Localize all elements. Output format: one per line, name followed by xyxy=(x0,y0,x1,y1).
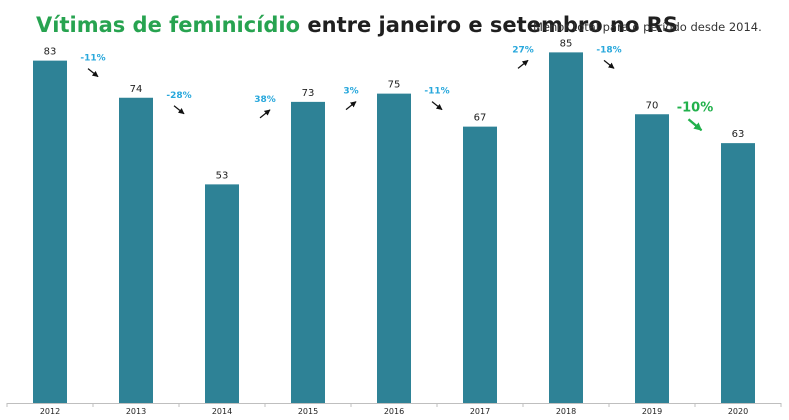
change-label-2019-2020: -10% xyxy=(677,100,714,115)
down-arrow-icon-2012-2013 xyxy=(87,68,99,78)
x-axis: 2012 2013 2014 2015 2016 2017 2018 2019 2020 xyxy=(6,403,782,416)
data-labels-group: 83 74 53 73 75 67 85 70 63 xyxy=(44,38,745,181)
data-label-2014: 53 xyxy=(216,170,229,181)
x-tick-2018: 2018 xyxy=(556,407,576,416)
x-tick-2017: 2017 xyxy=(470,407,490,416)
data-label-2016: 75 xyxy=(388,80,401,91)
chart-title-rest: entre janeiro e setembro no RS xyxy=(300,13,678,37)
data-label-2013: 74 xyxy=(130,84,143,95)
chart-title: Vítimas de feminicídio entre janeiro e s… xyxy=(36,12,678,38)
data-label-2019: 70 xyxy=(646,100,659,111)
bar-2015 xyxy=(291,101,325,403)
change-label-2012-2013: -11% xyxy=(80,54,105,64)
x-tick-2012: 2012 xyxy=(40,407,60,416)
x-tick-2019: 2019 xyxy=(642,407,662,416)
x-tick-2016: 2016 xyxy=(384,407,404,416)
change-label-2018-2019: -18% xyxy=(596,45,621,55)
x-axis-ticks: 2012 2013 2014 2015 2016 2017 2018 2019 2020 xyxy=(6,403,782,416)
bars-group xyxy=(33,52,755,403)
x-tick-2015: 2015 xyxy=(298,407,318,416)
bar-2018 xyxy=(549,52,583,403)
data-label-2018: 85 xyxy=(560,38,573,49)
bar-2016 xyxy=(377,93,411,403)
bar-2013 xyxy=(119,97,153,403)
chart-subtitle: Menor total para o período desde 2014. xyxy=(533,20,762,34)
change-label-2017-2018: 27% xyxy=(512,45,534,55)
data-label-2015: 73 xyxy=(302,88,315,99)
data-label-2017: 67 xyxy=(474,113,487,124)
change-annotations-group: -11% -28% 38% 3% -11% 27% -18% -10% xyxy=(80,45,714,132)
data-label-2020: 63 xyxy=(732,129,745,140)
down-arrow-icon-2018-2019 xyxy=(603,59,615,69)
x-tick-2014: 2014 xyxy=(212,407,232,416)
chart-title-highlight: Vítimas de feminicídio xyxy=(36,13,301,37)
change-label-2016-2017: -11% xyxy=(424,87,449,97)
bar-2020 xyxy=(721,143,755,403)
change-label-2014-2015: 38% xyxy=(254,95,276,105)
up-arrow-icon-2014-2015 xyxy=(259,109,271,119)
bar-2019 xyxy=(635,114,669,403)
bar-2017 xyxy=(463,126,497,403)
change-label-2015-2016: 3% xyxy=(343,87,358,97)
bar-2012 xyxy=(33,60,67,403)
down-arrow-icon-2013-2014 xyxy=(173,105,185,115)
bar-2014 xyxy=(205,184,239,403)
up-arrow-icon-2015-2016 xyxy=(345,101,357,111)
change-label-2013-2014: -28% xyxy=(166,91,191,101)
up-arrow-icon-2017-2018 xyxy=(517,59,529,69)
x-tick-2013: 2013 xyxy=(126,407,146,416)
down-arrow-icon-2016-2017 xyxy=(431,101,443,111)
data-label-2012: 83 xyxy=(44,47,57,58)
down-arrow-icon-2019-2020 xyxy=(687,118,703,132)
x-tick-2020: 2020 xyxy=(728,407,748,416)
